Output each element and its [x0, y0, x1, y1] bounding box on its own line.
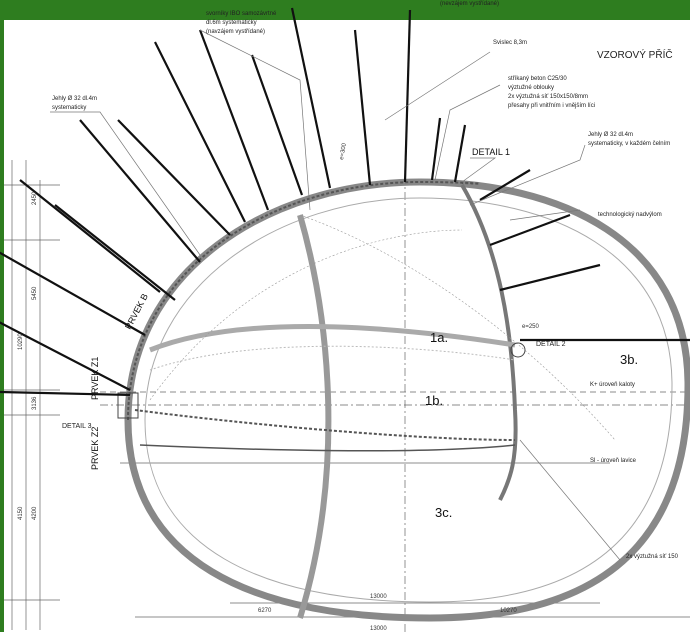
- anchor-line: [453, 124, 467, 183]
- anchor-line: [19, 179, 161, 293]
- anchor-line: [430, 117, 442, 181]
- dimension: 13000: [370, 626, 387, 632]
- anchor-line: [154, 41, 246, 223]
- annotation: Svislec 8,3m: [493, 40, 527, 46]
- annotation: Jehly Ø 32 dl.4m: [52, 96, 97, 102]
- annotation: 2x výztužná síť 150x150/8mm: [508, 94, 588, 100]
- dimension: 2450: [32, 191, 38, 205]
- annotation: stříkaný beton C25/30: [508, 76, 567, 82]
- dimension: 13000: [370, 594, 387, 600]
- anchor-line: [79, 119, 201, 263]
- leader-line: [199, 29, 311, 211]
- dimension: e=250: [522, 324, 540, 330]
- anchor-line: [0, 251, 146, 336]
- leader-line: [519, 439, 621, 561]
- element-label: PRVEK Z1: [90, 357, 100, 400]
- dimension: e=300: [339, 142, 348, 160]
- annotation: přesahy při vnitřním i vnějším líci: [508, 103, 595, 109]
- detail-label: DETAIL 1: [472, 147, 510, 157]
- annotation: 2x výztužná síť 150: [626, 554, 679, 560]
- anchor-line: [499, 263, 601, 292]
- anchor-line: [250, 54, 304, 196]
- detail-label: DETAIL 2: [536, 341, 566, 348]
- leader-line: [461, 157, 497, 183]
- tunnel-lining: [117, 178, 690, 622]
- anchor-line: [290, 7, 332, 189]
- anchor-line: [0, 390, 131, 397]
- anchor-line: [353, 29, 372, 186]
- leader-line: [469, 144, 586, 206]
- dimension: 5450: [32, 286, 38, 300]
- tunnel-lining: [460, 183, 518, 501]
- tunnel-lining: [149, 324, 516, 353]
- level-label: K+ úroveň kaloty: [590, 382, 635, 388]
- annotation: Jehly Ø 32 dl.4m: [588, 132, 633, 138]
- leader-lines: [50, 29, 621, 561]
- zone-label: 3b.: [620, 352, 638, 367]
- tunnel-lining: [149, 345, 516, 371]
- leader-line: [50, 111, 201, 256]
- anchor-line: [479, 169, 531, 201]
- dimension: 10290: [18, 333, 24, 350]
- leader-line: [384, 51, 491, 121]
- anchor-line: [0, 321, 131, 391]
- detail-label: DETAIL 3: [62, 423, 92, 430]
- anchor-line: [198, 29, 270, 211]
- annotation: systematicky: [52, 105, 86, 111]
- dimension: 3136: [32, 396, 38, 410]
- tunnel-lining: [297, 214, 332, 619]
- tunnel-lining: [117, 392, 139, 419]
- dimension: 10270: [500, 608, 517, 614]
- anchor-line: [54, 204, 176, 301]
- anchor-line: [403, 9, 412, 183]
- tunnel-lining: [510, 342, 526, 358]
- dimension: 4150: [18, 506, 24, 520]
- annotation: svorníky IBO samozávrtné: [206, 11, 277, 17]
- tunnel-lining: [299, 214, 616, 441]
- level-label: Sl - úroveň lavice: [590, 458, 637, 464]
- anchor-lines: [0, 7, 690, 397]
- annotation: technologický nadvýlom: [598, 212, 662, 218]
- leader-line: [509, 209, 581, 221]
- tunnel-lining: [127, 180, 480, 421]
- leader-line: [434, 84, 501, 181]
- annotation: (navzájem vystřídané): [206, 29, 265, 35]
- tunnel-lining: [144, 197, 673, 603]
- tunnel-lining: [149, 229, 463, 401]
- annotation: výztužné oblouky: [508, 85, 554, 91]
- anchor-line: [489, 213, 571, 247]
- element-label: PRVEK Z2: [90, 427, 100, 470]
- zone-label: 1a.: [430, 330, 448, 345]
- anchor-line: [117, 119, 231, 236]
- annotation: systematicky, v každém čelním: [588, 141, 670, 147]
- annotation: dl.6m systematicky: [206, 20, 257, 26]
- zone-label: 1b.: [425, 393, 443, 408]
- dimension: 4200: [32, 506, 38, 520]
- tunnel-lining: [139, 444, 516, 452]
- zone-label: 3c.: [435, 505, 452, 520]
- dimension: 6270: [258, 608, 272, 614]
- title: VZOROVÝ PŘÍČ: [597, 48, 673, 61]
- annotation: (nevzájem vystřídané): [440, 1, 499, 7]
